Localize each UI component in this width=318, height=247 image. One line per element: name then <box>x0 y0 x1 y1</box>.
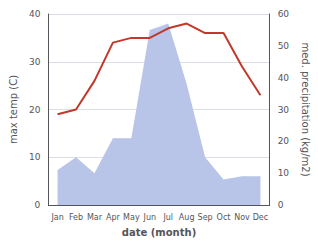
svg-text:40: 40 <box>278 73 290 83</box>
svg-text:0: 0 <box>278 200 284 210</box>
svg-text:max temp (C): max temp (C) <box>8 75 19 144</box>
svg-text:10: 10 <box>29 152 41 162</box>
svg-text:40: 40 <box>29 9 41 19</box>
svg-text:Nov: Nov <box>234 213 250 222</box>
svg-text:Jul: Jul <box>162 213 173 222</box>
svg-text:60: 60 <box>278 9 290 19</box>
svg-text:50: 50 <box>278 41 290 51</box>
svg-text:Mar: Mar <box>87 213 103 222</box>
svg-text:Feb: Feb <box>69 213 83 222</box>
svg-text:30: 30 <box>29 57 41 67</box>
svg-text:20: 20 <box>278 136 290 146</box>
svg-text:Jun: Jun <box>143 213 157 222</box>
svg-text:Apr: Apr <box>106 213 121 222</box>
svg-text:Jan: Jan <box>50 213 63 222</box>
svg-text:Aug: Aug <box>179 213 195 222</box>
svg-text:med. precipitation (kg/m2): med. precipitation (kg/m2) <box>300 42 311 176</box>
svg-text:0: 0 <box>35 200 41 210</box>
svg-text:20: 20 <box>29 105 41 115</box>
svg-text:Dec: Dec <box>253 213 268 222</box>
svg-text:date (month): date (month) <box>122 227 196 238</box>
svg-text:10: 10 <box>278 168 290 178</box>
svg-text:Oct: Oct <box>217 213 231 222</box>
svg-text:Sep: Sep <box>198 213 213 222</box>
svg-text:30: 30 <box>278 105 290 115</box>
svg-text:May: May <box>123 213 140 222</box>
